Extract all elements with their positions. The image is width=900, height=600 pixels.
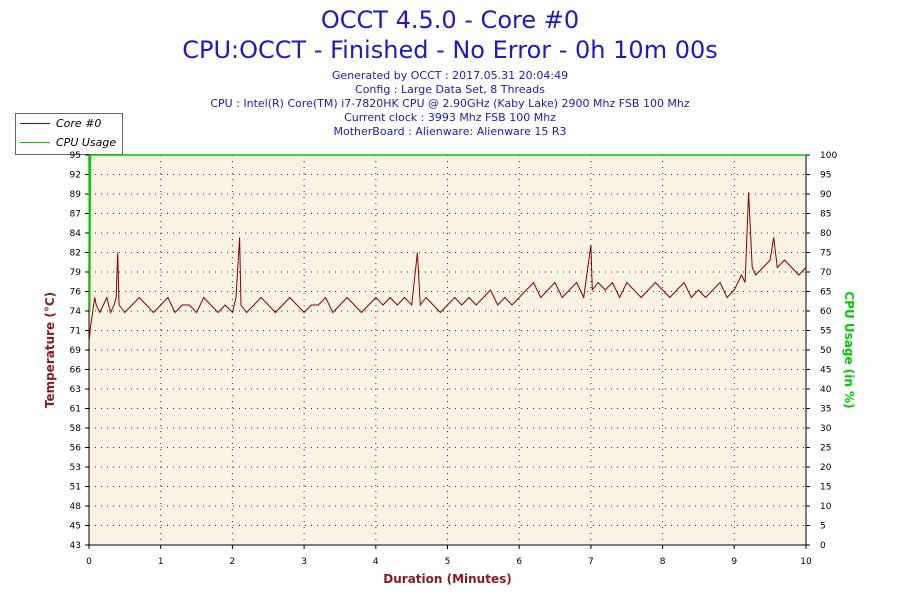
y-tick-label-left: 56 [70, 444, 82, 454]
info-cpu: CPU : Intel(R) Core(TM) i7-7820HK CPU @ … [210, 97, 690, 110]
chart-legend: Core #0 CPU Usage [15, 113, 123, 155]
y-axis-title-left: Temperature (°C) [43, 292, 57, 408]
y-tick-label-right: 20 [820, 463, 832, 473]
x-axis-title: Duration (Minutes) [383, 572, 511, 586]
y-tick-label-right: 75 [820, 249, 831, 259]
chart-subtitle: CPU:OCCT - Finished - No Error - 0h 10m … [182, 36, 718, 64]
y-tick-label-left: 95 [70, 151, 81, 161]
y-tick-label-right: 5 [820, 522, 826, 532]
y-tick-label-left: 45 [70, 522, 81, 532]
info-config: Config : Large Data Set, 8 Threads [355, 83, 545, 96]
y-tick-label-left: 92 [70, 171, 81, 181]
y-tick-label-left: 79 [70, 268, 82, 278]
y-tick-label-left: 82 [70, 249, 81, 259]
y-tick-label-right: 80 [820, 229, 832, 239]
y-tick-label-left: 71 [70, 327, 81, 337]
y-tick-label-right: 90 [820, 190, 832, 200]
x-tick-label: 6 [516, 557, 522, 567]
y-tick-label-right: 100 [820, 151, 837, 161]
y-tick-label-left: 74 [70, 307, 82, 317]
y-tick-label-left: 63 [70, 385, 81, 395]
y-tick-label-left: 53 [70, 463, 81, 473]
x-tick-label: 1 [158, 557, 164, 567]
y-tick-label-right: 45 [820, 366, 831, 376]
y-axis-title-right: CPU Usage (in %) [842, 291, 856, 408]
legend-item-core0: Core #0 [16, 115, 122, 133]
y-tick-label-left: 58 [70, 424, 82, 434]
x-tick-label: 10 [800, 557, 812, 567]
x-tick-label: 0 [86, 557, 92, 567]
y-tick-label-right: 25 [820, 444, 831, 454]
y-tick-label-left: 43 [70, 541, 81, 551]
y-tick-label-left: 61 [70, 405, 81, 415]
y-tick-label-right: 85 [820, 210, 831, 220]
y-tick-label-right: 35 [820, 405, 831, 415]
x-tick-label: 9 [731, 557, 737, 567]
legend-label-cpu-usage: CPU Usage [56, 136, 117, 149]
y-tick-label-right: 15 [820, 483, 831, 493]
info-motherboard: MotherBoard : Alienware: Alienware 15 R3 [333, 125, 567, 138]
y-tick-label-right: 95 [820, 171, 831, 181]
series-line-cpu-usage [88, 154, 806, 312]
y-tick-label-right: 65 [820, 288, 831, 298]
chart-title: OCCT 4.5.0 - Core #0 [320, 6, 580, 34]
y-tick-label-left: 69 [70, 346, 82, 356]
y-tick-label-right: 55 [820, 327, 831, 337]
x-tick-label: 3 [301, 557, 307, 567]
x-tick-label: 8 [660, 557, 666, 567]
y-tick-label-left: 76 [70, 288, 82, 298]
y-tick-label-right: 30 [820, 424, 832, 434]
y-tick-label-right: 0 [820, 541, 826, 551]
plot-area [89, 155, 806, 545]
y-tick-label-left: 51 [70, 483, 81, 493]
x-tick-label: 2 [230, 557, 236, 567]
legend-item-cpu-usage: CPU Usage [16, 134, 122, 152]
y-tick-label-left: 66 [70, 366, 82, 376]
series-line-core0 [88, 192, 807, 343]
legend-swatch-cpu-usage [20, 142, 50, 143]
info-current-clock: Current clock : 3993 Mhz FSB 100 Mhz [344, 111, 556, 124]
y-tick-label-left: 84 [70, 229, 82, 239]
y-tick-label-left: 87 [70, 210, 81, 220]
y-tick-label-left: 89 [70, 190, 82, 200]
x-tick-label: 7 [588, 557, 594, 567]
legend-label-core0: Core #0 [56, 117, 102, 130]
x-tick-label: 4 [373, 557, 379, 567]
y-tick-label-right: 10 [820, 502, 832, 512]
y-tick-label-right: 60 [820, 307, 832, 317]
y-tick-label-right: 50 [820, 346, 832, 356]
legend-swatch-core0 [20, 123, 50, 124]
y-tick-label-right: 40 [820, 385, 832, 395]
y-tick-label-left: 48 [70, 502, 82, 512]
info-generated: Generated by OCCT : 2017.05.31 20:04:49 [331, 69, 569, 82]
y-tick-label-right: 70 [820, 268, 832, 278]
x-tick-label: 5 [445, 557, 451, 567]
